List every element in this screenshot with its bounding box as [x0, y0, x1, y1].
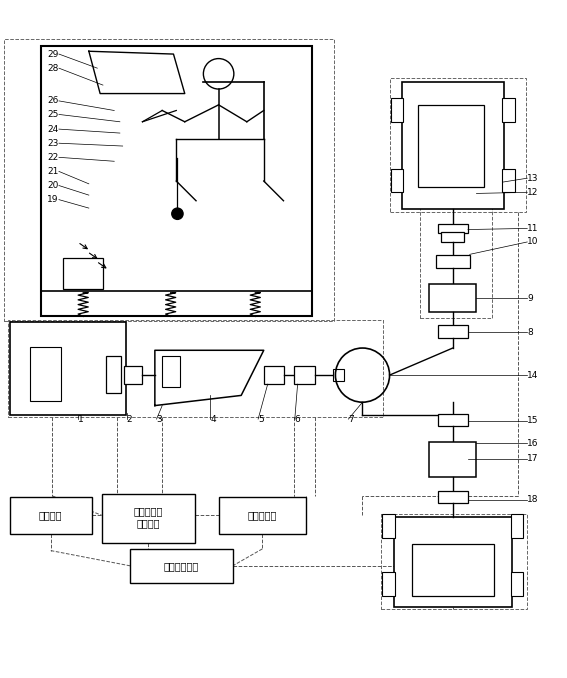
Bar	[412, 544, 494, 596]
Bar	[333, 370, 344, 381]
Bar	[391, 169, 403, 193]
Bar	[10, 322, 125, 415]
Text: 4: 4	[210, 415, 216, 424]
Bar	[382, 572, 395, 596]
Bar	[106, 356, 121, 393]
Circle shape	[172, 208, 183, 220]
Bar	[29, 347, 61, 401]
Text: 14: 14	[527, 371, 539, 380]
Bar	[64, 258, 103, 290]
Text: 23: 23	[48, 139, 59, 148]
Text: 7: 7	[348, 415, 354, 424]
Text: 2: 2	[126, 415, 132, 424]
Bar	[502, 169, 515, 193]
Bar	[219, 497, 306, 534]
Bar	[511, 514, 523, 538]
Text: 9: 9	[527, 294, 533, 303]
Text: 16: 16	[527, 439, 539, 448]
Text: 10: 10	[527, 237, 539, 247]
Bar	[511, 572, 523, 596]
Bar	[402, 82, 503, 210]
Text: 13: 13	[527, 174, 539, 182]
Text: 数据储存: 数据储存	[39, 511, 62, 520]
Bar	[418, 105, 484, 186]
Text: 25: 25	[48, 110, 59, 119]
Text: 驾驶模拟系
统控制器: 驾驶模拟系 统控制器	[134, 506, 163, 528]
Polygon shape	[155, 351, 264, 405]
Bar	[4, 39, 335, 321]
Bar	[429, 442, 476, 477]
Bar	[393, 517, 512, 607]
Bar	[429, 283, 476, 312]
Bar	[264, 366, 284, 384]
Text: 试验台控制器: 试验台控制器	[164, 561, 199, 571]
Text: 11: 11	[527, 224, 539, 233]
Bar	[420, 207, 492, 317]
Bar	[382, 514, 395, 538]
Text: 17: 17	[527, 454, 539, 463]
Bar	[294, 366, 315, 384]
Bar	[162, 356, 180, 387]
Text: 24: 24	[48, 125, 59, 134]
Polygon shape	[89, 52, 185, 94]
Bar	[380, 514, 527, 609]
Bar	[438, 224, 468, 233]
Text: 22: 22	[48, 153, 59, 162]
Bar	[438, 325, 468, 338]
Bar	[130, 549, 232, 583]
Text: 19: 19	[48, 195, 59, 204]
Text: 1: 1	[78, 415, 83, 424]
Bar	[8, 320, 383, 417]
Text: 6: 6	[295, 415, 301, 424]
Text: 12: 12	[527, 188, 539, 197]
Text: 15: 15	[527, 416, 539, 425]
Text: 8: 8	[527, 327, 533, 337]
Bar	[390, 78, 526, 212]
Bar	[438, 414, 468, 426]
Bar	[49, 52, 303, 308]
Bar	[102, 494, 195, 543]
Bar	[124, 366, 142, 384]
Text: 29: 29	[48, 49, 59, 58]
Bar	[10, 497, 92, 534]
Bar	[438, 492, 468, 502]
Text: 26: 26	[48, 96, 59, 105]
Text: 20: 20	[48, 181, 59, 190]
Bar	[502, 98, 515, 122]
Bar	[41, 45, 312, 317]
Text: 整车控制器: 整车控制器	[248, 511, 277, 520]
Bar	[391, 98, 403, 122]
Text: 21: 21	[48, 167, 59, 176]
Text: 28: 28	[48, 64, 59, 73]
Text: 3: 3	[156, 415, 162, 424]
Text: 5: 5	[258, 415, 264, 424]
Bar	[442, 233, 464, 242]
Text: 18: 18	[527, 496, 539, 504]
Bar	[436, 256, 469, 268]
